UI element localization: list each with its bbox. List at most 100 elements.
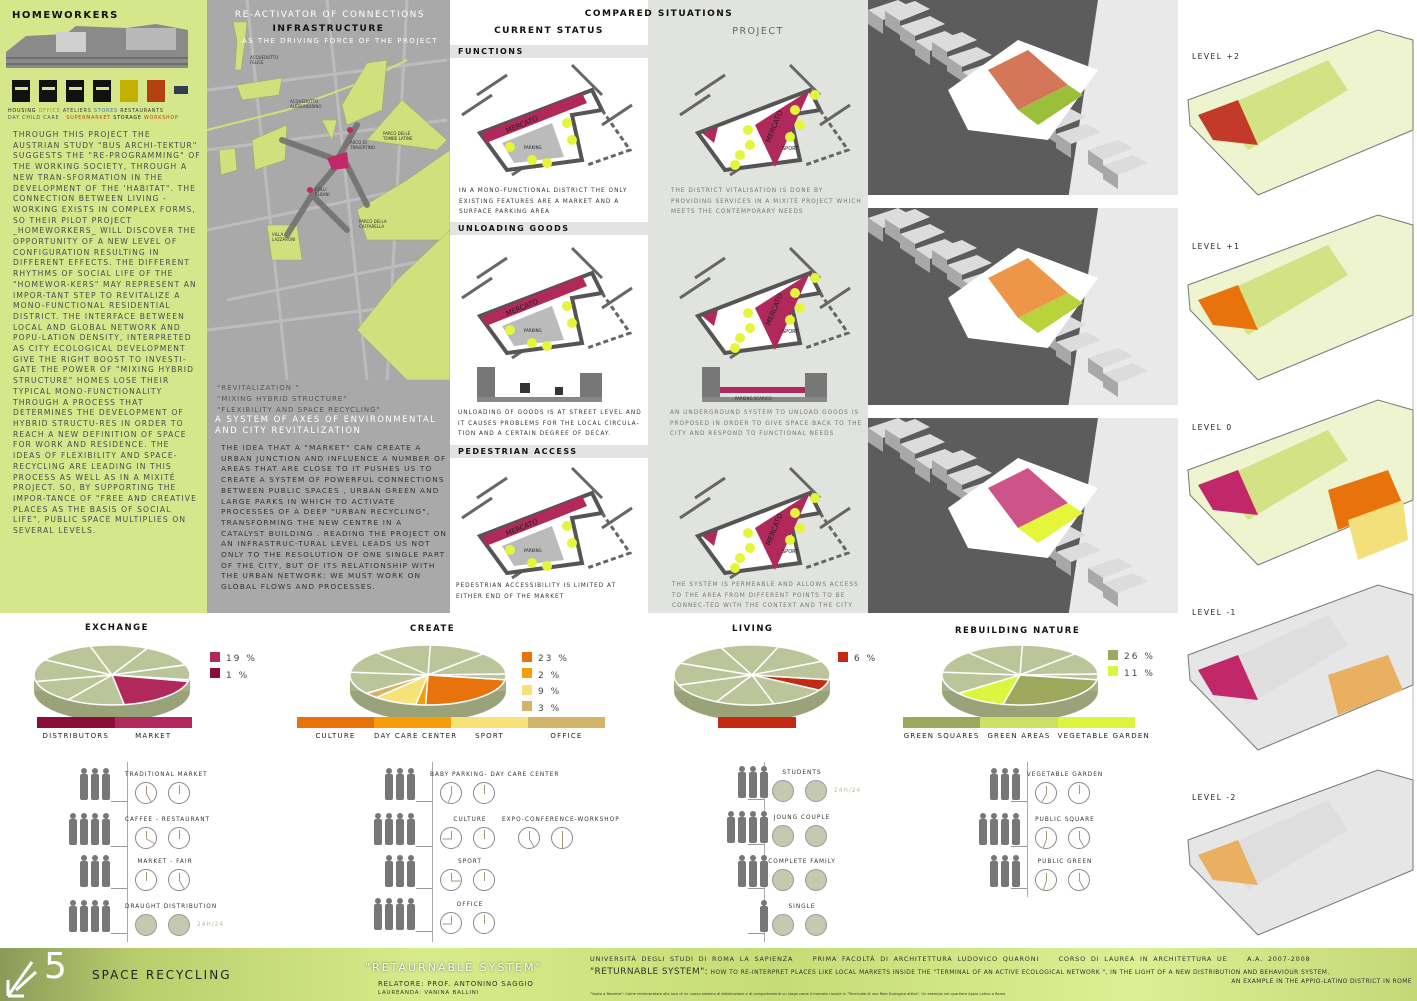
theme-title: Space recycling <box>92 968 232 982</box>
clock-icon <box>168 869 190 891</box>
category-bar <box>37 717 115 728</box>
clock-icon <box>168 782 190 804</box>
category-bar <box>980 717 1058 728</box>
map-label-colli-albani: Colli Albani <box>315 187 330 197</box>
clock-icon <box>473 869 495 891</box>
map-label-villa-lazzaroni: Villa Lazzaroni <box>272 232 296 242</box>
legend-item: 9 % <box>522 679 561 698</box>
current-functions-diagram: MERCATO PARKING <box>452 55 642 184</box>
row-tick <box>748 799 764 800</box>
legend-percent: 3 % <box>538 703 562 714</box>
legend-item: 2 % <box>522 663 561 682</box>
row-tick <box>111 801 127 802</box>
legend-office: Office <box>38 109 61 114</box>
row-tick <box>416 888 432 889</box>
clock-icon <box>1035 869 1057 891</box>
people-silhouettes <box>50 811 110 851</box>
pie-3 <box>941 644 1099 721</box>
clock-icon <box>440 782 462 804</box>
legend-day-child-care: Day child care <box>8 116 60 121</box>
category-label: Vegetable garden <box>1057 732 1150 740</box>
clock-icon <box>473 827 495 849</box>
legend-swatch <box>522 651 532 662</box>
legend-percent: 1 % <box>226 670 250 681</box>
legend-percent: 11 % <box>1124 668 1155 679</box>
university: Università degli Studi di Roma La Sapien… <box>590 955 794 963</box>
current-pedestrian-diagram: MERCATO PARKING <box>452 458 642 587</box>
legend-ateliers: Ateliers <box>62 109 92 114</box>
legend-percent: 9 % <box>538 687 562 697</box>
function-diagrams <box>12 80 188 102</box>
faculty: Prima Facoltà di Architettura Ludovico Q… <box>812 955 1040 963</box>
legend-percent: 6 % <box>854 654 878 664</box>
category-bar <box>718 717 796 728</box>
clock-icon <box>440 827 462 849</box>
project-functions-diagram: MERCATO SPORT <box>670 55 860 184</box>
full-day-clock-icon <box>772 869 794 891</box>
section-functions: Functions <box>450 45 648 58</box>
legend-item: 23 % <box>522 646 569 665</box>
usage-label: Caffee - restaurant <box>125 817 211 823</box>
people-silhouettes <box>50 766 110 806</box>
category-bar <box>1057 717 1135 728</box>
map-label-acquedotto-felice: Acquedotto Felice <box>250 55 279 65</box>
renders-panel <box>868 0 1178 613</box>
chart-title-living: Living <box>732 624 774 634</box>
legend-swatch <box>210 668 220 678</box>
legend-item: 26 % <box>1108 644 1155 663</box>
current-unloading-section <box>477 367 602 402</box>
subtitle: how to re-interpret places like local ma… <box>710 969 1330 976</box>
project-pedestrian-caption: The system is permeable and allows acces… <box>672 582 859 610</box>
category-label: Distributors <box>42 732 110 740</box>
academic-year: a.a. 2007-2008 <box>1246 955 1311 963</box>
infrastructure-title2: Infrastructure <box>272 24 385 34</box>
row-tick <box>416 846 432 847</box>
render-view-2 <box>868 208 1178 405</box>
usage-label-expo: Expo-conference-workshop <box>502 817 620 823</box>
pie-slice-other <box>1019 673 1099 681</box>
people-silhouettes <box>355 853 415 893</box>
legend-item: 6 % <box>838 646 877 665</box>
usage-label: Baby parking- day care center <box>430 772 560 778</box>
row-tick <box>748 844 764 845</box>
current-status-label: Current status <box>494 26 604 36</box>
category-bar <box>114 717 192 728</box>
level-label: Level +2 <box>1192 52 1241 61</box>
svg-text:PARKING: PARKING <box>524 548 542 553</box>
legend-restaurants: Restaurants <box>120 109 164 114</box>
timeline-divider <box>432 762 433 942</box>
legend-swatch <box>522 701 532 711</box>
infrastructure-body: The idea that a "market" can create a ur… <box>221 443 448 592</box>
svg-text:PARKING: PARKING <box>524 145 542 150</box>
pie-slice-market <box>110 674 190 706</box>
usage-label: Vegetable garden <box>1026 772 1104 778</box>
usage-label: Public green <box>1037 859 1093 865</box>
building-photo <box>6 22 190 70</box>
legend-item: 3 % <box>522 696 561 715</box>
people-silhouettes <box>50 853 110 893</box>
project-unloading-caption: An underground system to unload goods is… <box>670 410 863 438</box>
project-label: Project <box>732 26 784 37</box>
category-label: Sport <box>475 732 504 740</box>
people-silhouettes <box>960 766 1020 806</box>
people-silhouettes <box>960 853 1020 893</box>
usage-label: Public square <box>1035 817 1095 823</box>
institution-line: Università degli Studi di Roma La Sapien… <box>590 955 1310 963</box>
row-tick <box>1011 801 1027 802</box>
render-view-3 <box>868 418 1178 613</box>
clock-icon <box>168 827 190 849</box>
usage-label: Joung couple <box>773 815 831 821</box>
levels-panel: Level +2 Level +1 Level 0 Level -1 Level… <box>1178 0 1417 945</box>
legend-stores: Stores <box>93 109 118 114</box>
category-bar <box>297 717 374 728</box>
full-day-clock-icon <box>805 914 827 936</box>
footer-banner: 5 Space recycling "Retaurnable system" R… <box>0 946 1417 1001</box>
legend-swatch <box>1108 666 1118 676</box>
chart-title-create: Create <box>410 624 456 634</box>
course: Corso di Laurea in Architettura UE <box>1058 955 1228 963</box>
infrastructure-subtitle: as the driving force of the project <box>242 37 438 45</box>
legend-swatch <box>522 668 532 678</box>
legend-swatch <box>1108 649 1118 660</box>
full-day-clock-icon <box>805 869 827 891</box>
clock-icon <box>440 912 462 934</box>
